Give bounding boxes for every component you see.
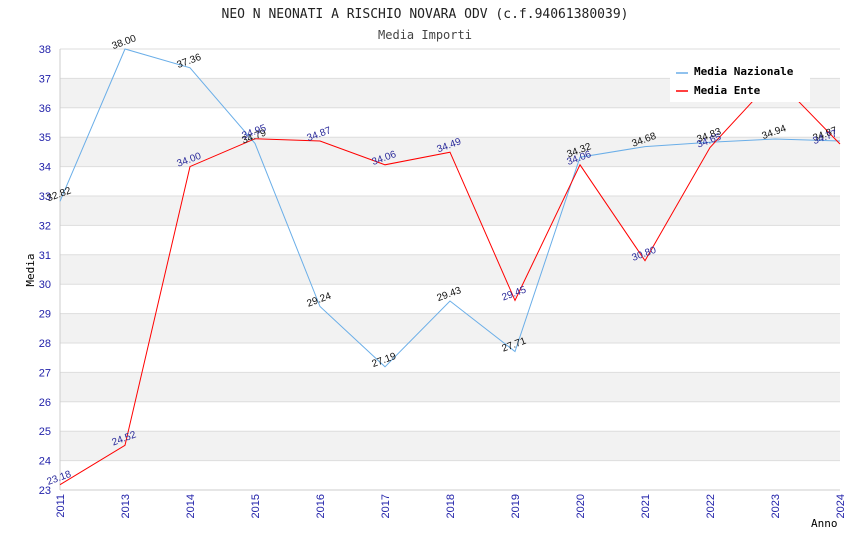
- y-tick-label: 36: [39, 103, 51, 115]
- y-tick-label: 32: [39, 220, 51, 232]
- grid-bands: [60, 78, 840, 461]
- x-tick-label: 2014: [185, 494, 197, 518]
- chart-subtitle: Media Importi: [378, 28, 472, 42]
- data-label-nazionale: 29.24: [306, 291, 334, 310]
- y-tick-label: 29: [39, 309, 51, 321]
- legend: Media Nazionale Media Ente: [670, 60, 810, 102]
- x-tick-label: 2017: [380, 494, 392, 518]
- grid-band: [60, 254, 840, 285]
- x-tick-label: 2013: [120, 494, 132, 518]
- x-tick-label: 2015: [250, 494, 262, 518]
- y-tick-label: 30: [39, 279, 51, 291]
- x-tick-label: 2011: [55, 494, 67, 518]
- y-tick-label: 37: [39, 73, 51, 85]
- y-tick-label: 24: [39, 456, 51, 468]
- grid-lines: [60, 48, 840, 491]
- series-line-media-ente: [59, 76, 841, 486]
- series-lines: [59, 48, 841, 486]
- grid-band: [60, 196, 840, 226]
- x-tick-label: 2020: [575, 494, 587, 518]
- y-tick-label: 38: [39, 44, 51, 56]
- y-tick-label: 26: [39, 397, 51, 409]
- data-label-nazionale: 27.19: [371, 351, 399, 370]
- x-axis-label: Anno: [811, 517, 838, 530]
- legend-label-media-ente: Media Ente: [694, 84, 761, 97]
- y-axis-label: Media: [24, 253, 37, 286]
- y-tick-label: 28: [39, 338, 51, 350]
- x-tick-label: 2021: [640, 494, 652, 518]
- y-tick-label: 31: [39, 250, 51, 262]
- x-tick-label: 2023: [770, 494, 782, 518]
- y-tick-label: 33: [39, 191, 51, 203]
- legend-label-media-nazionale: Media Nazionale: [694, 65, 794, 78]
- x-tick-label: 2024: [835, 494, 847, 518]
- x-tick-label: 2016: [315, 494, 327, 518]
- y-tick-label: 23: [39, 485, 51, 497]
- series-line-media-nazionale: [59, 48, 841, 368]
- y-tick-label: 34: [39, 162, 51, 174]
- y-tick-label: 27: [39, 367, 51, 379]
- y-tick-label: 35: [39, 132, 51, 144]
- x-tick-label: 2018: [445, 494, 457, 518]
- x-tick-label: 2022: [705, 494, 717, 518]
- grid-band: [60, 372, 840, 402]
- y-tick-label: 25: [39, 426, 51, 438]
- legend-box: [670, 60, 810, 102]
- data-label-ente: 23.18: [46, 469, 74, 488]
- chart-title: NEO N NEONATI A RISCHIO NOVARA ODV (c.f.…: [222, 7, 629, 22]
- x-tick-labels: 2011 2013 2014 2015 2016 2017 2018 2019 2020 2021…: [55, 494, 847, 518]
- x-tick-label: 2019: [510, 494, 522, 518]
- data-label-ente: 29.45: [501, 284, 529, 303]
- grid-band: [60, 431, 840, 461]
- y-tick-labels: 23 24 25 26 27 28 29 30 31 32 33 34 35 36 37 38: [39, 44, 51, 497]
- grid-band: [60, 313, 840, 343]
